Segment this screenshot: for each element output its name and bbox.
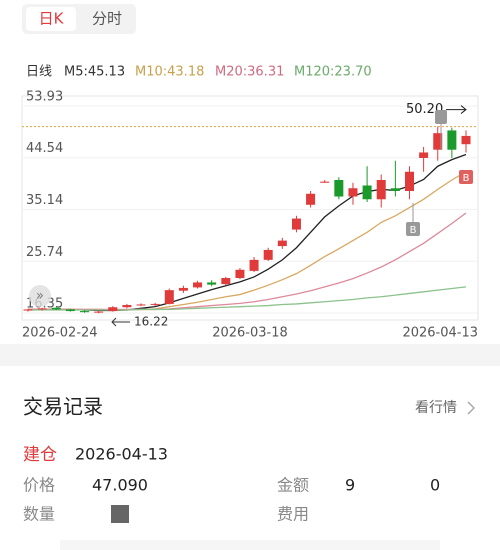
x-tick-label: 2026-02-24: [22, 326, 98, 341]
indicator-m10: M10:43.18: [135, 65, 204, 80]
marker-bg: [406, 222, 420, 236]
arrow: [446, 105, 467, 114]
candle-body: [376, 179, 386, 200]
trade-action: 建仓: [23, 445, 57, 465]
marker: B: [410, 225, 417, 236]
marker-bg: [435, 110, 447, 124]
candle-body: [249, 259, 259, 271]
candle-body: [150, 303, 160, 305]
candle-body: [306, 193, 316, 205]
indicator-m120: M120:23.70: [294, 65, 372, 80]
separator: [0, 344, 500, 366]
candle-body: [320, 181, 330, 183]
candle-body: [291, 218, 301, 230]
price-line-label: 50.20: [406, 102, 443, 117]
candle-body: [390, 188, 400, 192]
marker-bg: [459, 170, 473, 184]
y-tick-label: 53.93: [26, 90, 63, 105]
candle-body: [108, 307, 118, 312]
y-tick-label: 25.74: [26, 245, 63, 260]
candle-body: [23, 309, 33, 311]
field-value: 0: [430, 476, 440, 495]
field-label: 金额: [277, 476, 309, 495]
marker: B: [463, 173, 470, 184]
candle-body: [277, 240, 287, 247]
candle-body: [348, 188, 358, 197]
candle-body: [178, 287, 188, 291]
candle-body: [263, 249, 273, 260]
y-tick-label: 35.14: [26, 193, 63, 208]
indicator-label: 日线: [26, 65, 52, 80]
low-label: 16.22: [134, 315, 168, 329]
candle-body: [51, 307, 61, 310]
indicator-m5: M5:45.13: [64, 65, 125, 80]
field-value: 47.090: [92, 476, 148, 495]
chart: 53.9344.5435.1425.7416.3550.20BB16.22202…: [22, 90, 478, 341]
masked-value: [111, 505, 129, 523]
trade-date: 2026-04-13: [75, 445, 168, 464]
field-label: 费用: [277, 505, 309, 524]
y-tick-label: 44.54: [26, 141, 63, 156]
link[interactable]: 看行情: [415, 400, 457, 416]
field-value: 9: [345, 476, 355, 495]
candle-body: [433, 133, 443, 150]
candle-body: [334, 179, 344, 197]
candle-body: [362, 185, 372, 200]
candle-body: [65, 309, 75, 312]
tab[interactable]: 分时: [92, 10, 122, 28]
candle-body: [461, 135, 471, 145]
candle-body: [122, 305, 132, 308]
candle-body: [207, 282, 217, 285]
ma-line: [28, 286, 467, 311]
candle-body: [419, 152, 429, 158]
chevron: [467, 401, 476, 415]
candle-body: [80, 311, 90, 313]
candle-body: [37, 308, 47, 310]
candle-body: [447, 130, 457, 150]
field-label: 价格: [23, 476, 55, 495]
field-label: 数量: [23, 505, 55, 524]
candle-body: [193, 282, 203, 288]
footer-fade: [60, 540, 440, 550]
candle-body: [221, 278, 231, 285]
x-tick-label: 2026-03-18: [212, 326, 288, 341]
collapse-button[interactable]: [29, 285, 51, 307]
chart-frame: [21, 95, 479, 321]
section-title: 交易记录: [23, 395, 103, 419]
candle-body: [94, 311, 104, 313]
ma-line: [28, 153, 467, 312]
tab[interactable]: 日K: [39, 10, 65, 28]
candle-body: [136, 304, 146, 306]
tab-active-bg: [26, 7, 76, 31]
indicator-m20: M20:36.31: [215, 65, 284, 80]
x-tick-label: 2026-04-13: [402, 326, 478, 341]
arrow: [111, 317, 130, 327]
ma-line: [28, 171, 467, 311]
candle-body: [164, 290, 174, 304]
collapse-icon: »: [36, 289, 44, 304]
candle-body: [235, 269, 245, 279]
candle-body: [404, 171, 414, 192]
